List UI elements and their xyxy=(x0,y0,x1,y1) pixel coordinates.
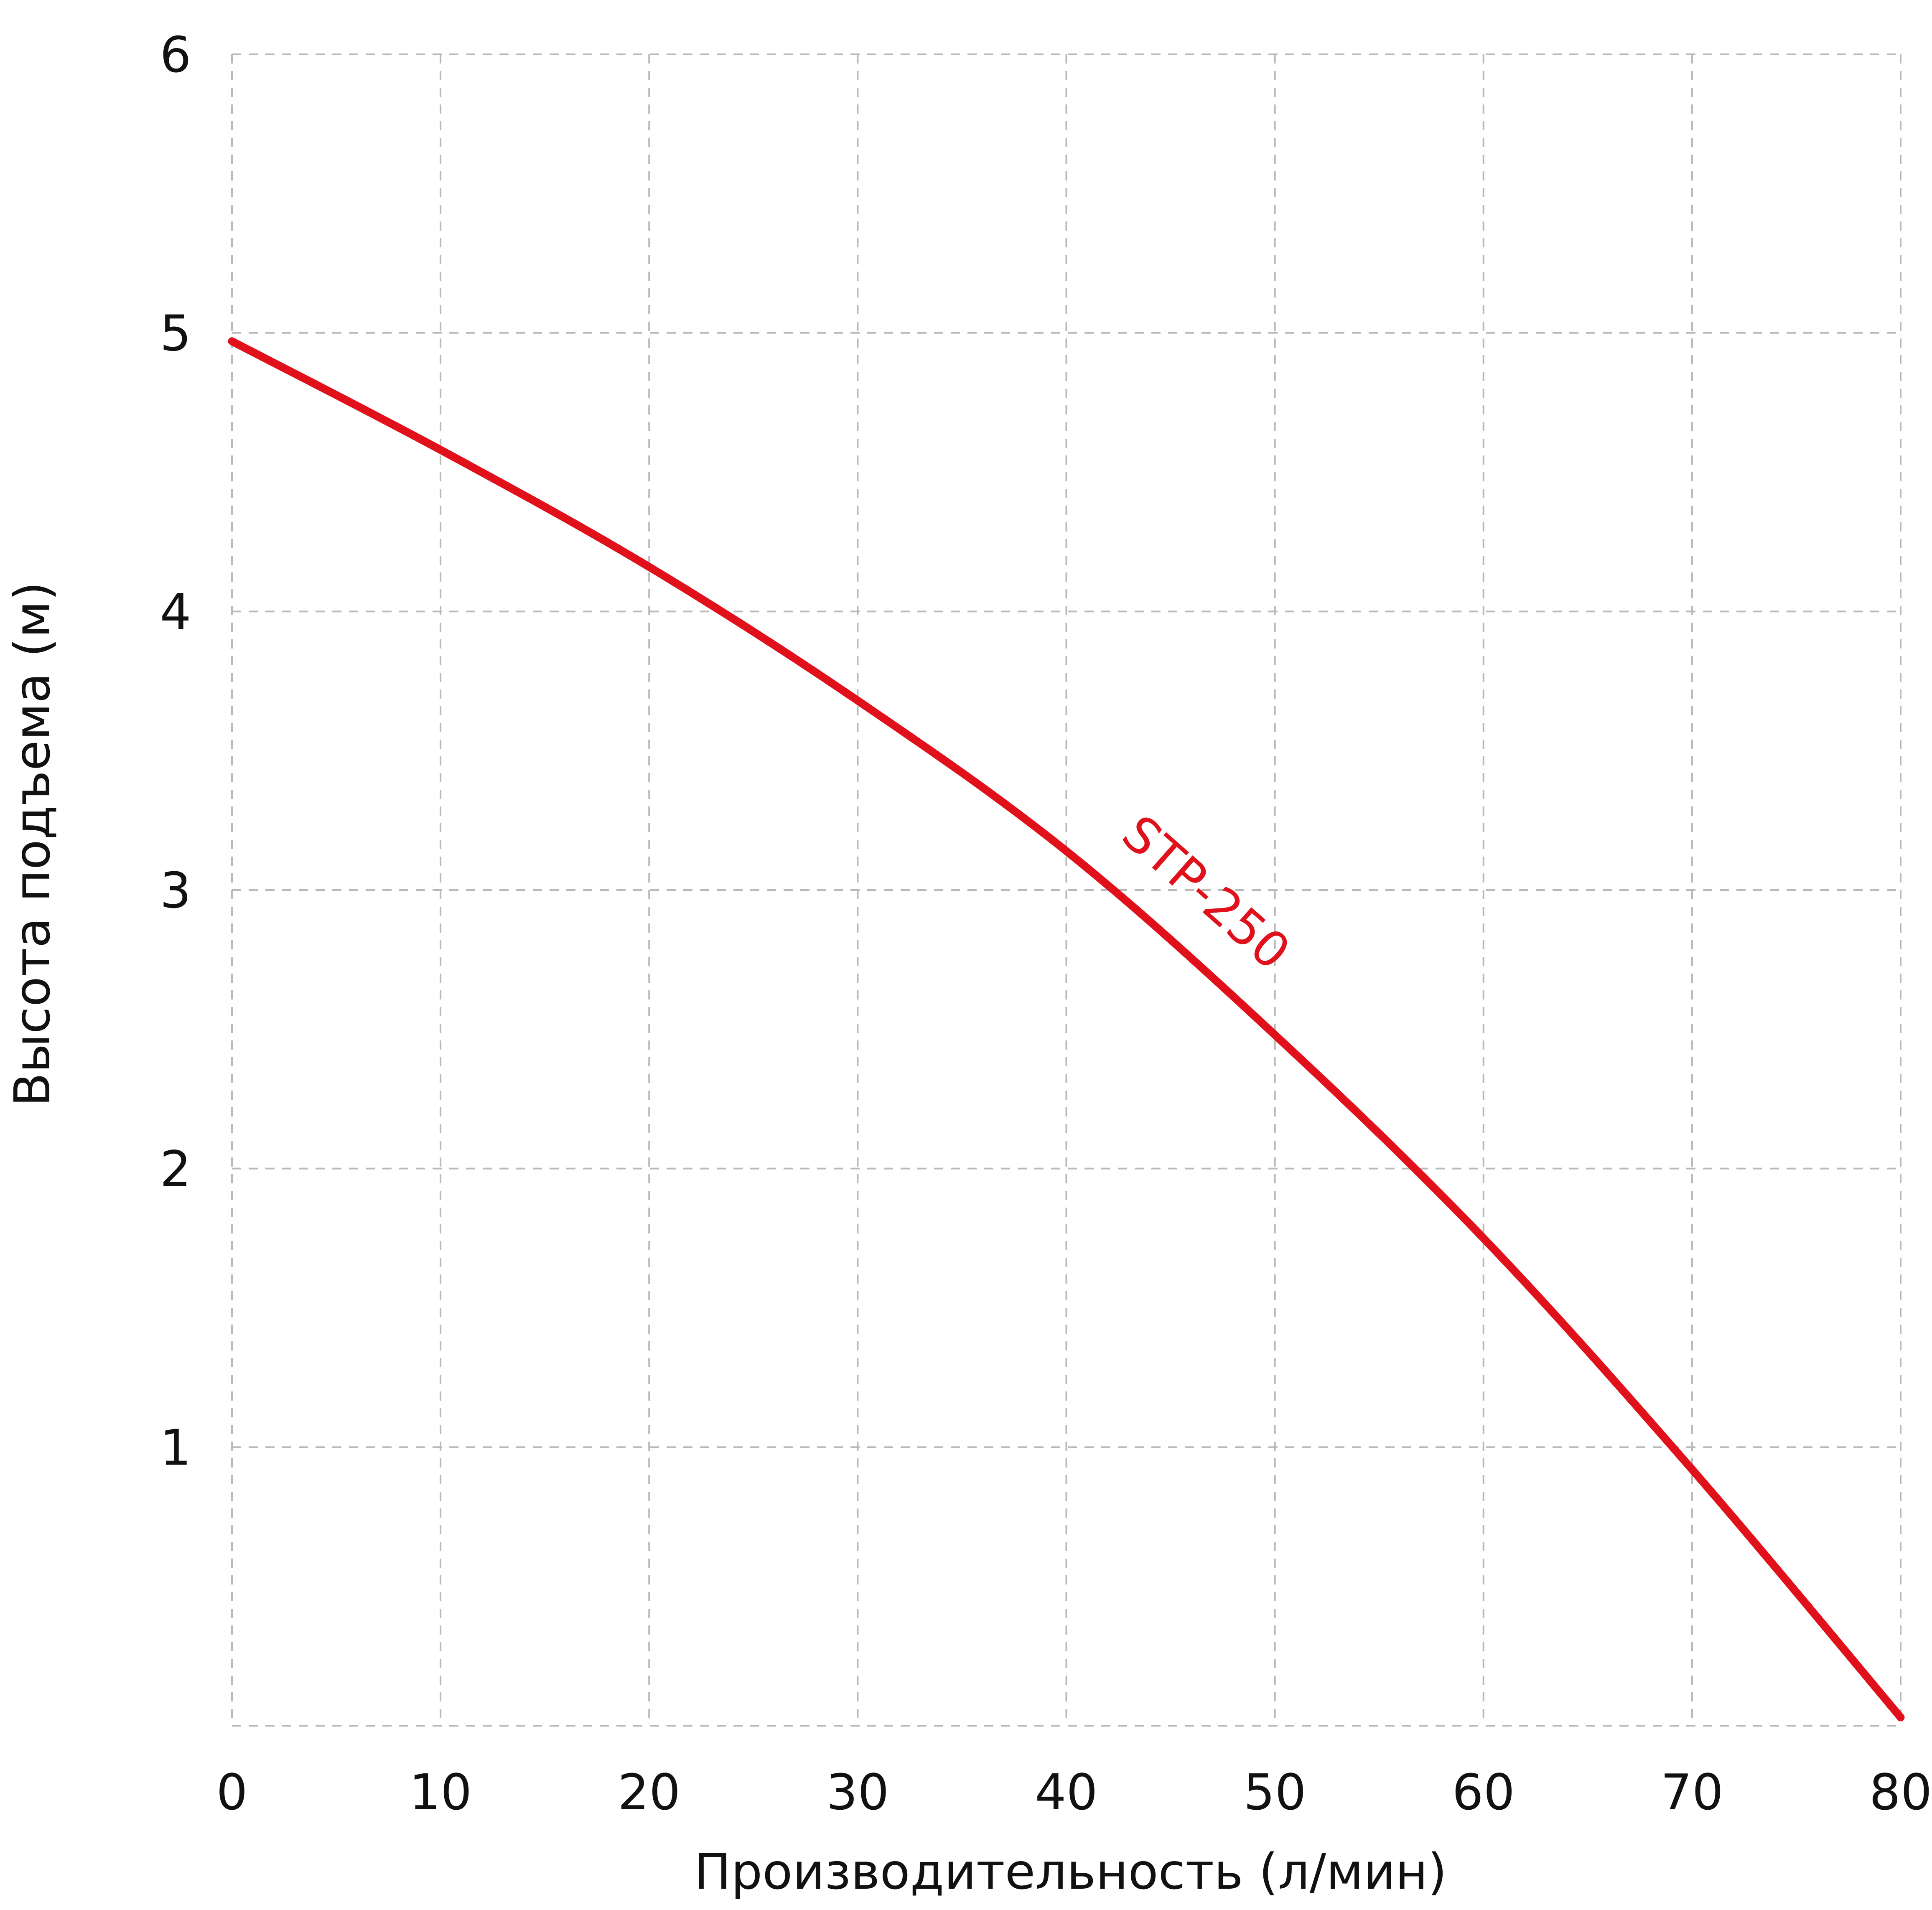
x-tick-label-70: 70 xyxy=(1661,1763,1723,1821)
x-tick-label-40: 40 xyxy=(1035,1763,1097,1821)
y-tick-label-4: 4 xyxy=(160,583,191,641)
x-tick-label-80: 80 xyxy=(1869,1763,1932,1821)
y-tick-label-1: 1 xyxy=(160,1419,191,1476)
grid xyxy=(231,53,1901,1727)
x-tick-label-0: 0 xyxy=(216,1763,247,1821)
x-tick-label-20: 20 xyxy=(618,1763,680,1821)
y-tick-labels: 1 2 3 4 5 6 xyxy=(160,26,191,1476)
y-tick-label-2: 2 xyxy=(160,1140,191,1198)
series-line-STP-250 xyxy=(228,337,1905,1722)
x-tick-label-60: 60 xyxy=(1452,1763,1515,1821)
x-tick-label-10: 10 xyxy=(409,1763,472,1821)
x-axis-title: Производительность (л/мин) xyxy=(694,1843,1447,1900)
x-tick-label-30: 30 xyxy=(826,1763,889,1821)
series-label-STP-250: STP-250 xyxy=(1111,804,1301,981)
y-tick-label-5: 5 xyxy=(160,305,191,362)
x-tick-label-50: 50 xyxy=(1244,1763,1306,1821)
y-axis-title: Высота подъема (м) xyxy=(3,582,61,1107)
y-tick-label-3: 3 xyxy=(160,862,191,919)
x-tick-labels: 0 10 20 30 40 50 60 70 80 xyxy=(216,1763,1932,1821)
y-tick-label-6: 6 xyxy=(160,26,191,84)
